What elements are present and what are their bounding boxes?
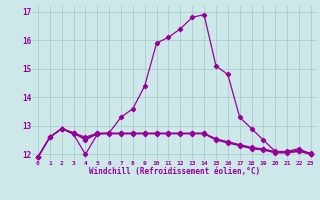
X-axis label: Windchill (Refroidissement éolien,°C): Windchill (Refroidissement éolien,°C): [89, 167, 260, 176]
